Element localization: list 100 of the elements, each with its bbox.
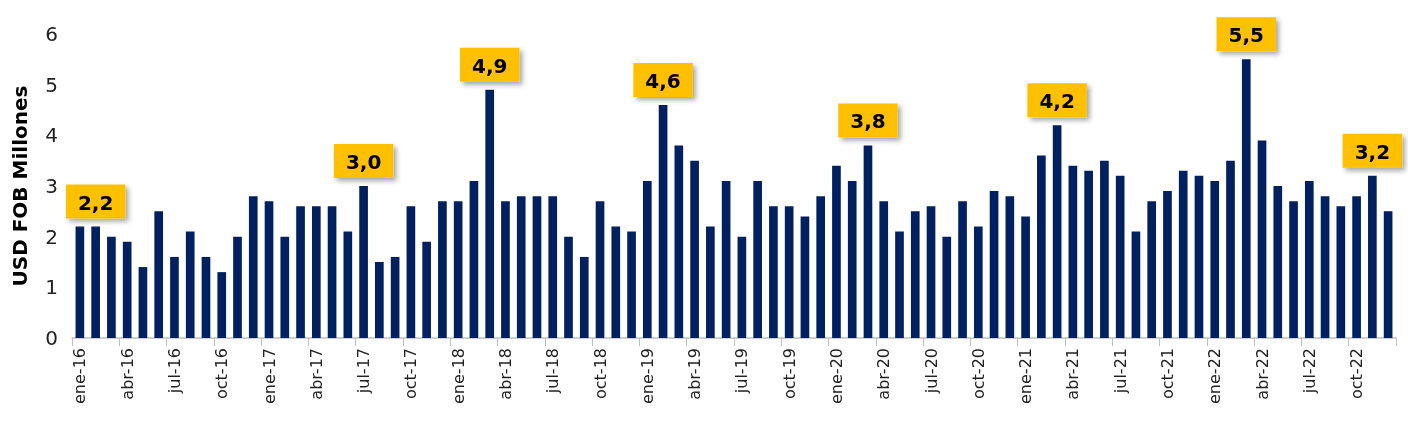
bar — [438, 201, 447, 338]
bar — [847, 180, 857, 338]
x-tick-label: jul-22 — [1299, 348, 1319, 395]
bar — [1068, 165, 1078, 338]
bar — [863, 145, 873, 338]
x-tick-label: oct-17 — [401, 348, 421, 399]
bar — [91, 226, 100, 338]
x-tick-label: abr-17 — [306, 348, 326, 400]
bar — [516, 196, 526, 338]
bar — [501, 201, 510, 338]
bar — [910, 211, 920, 338]
y-tick-label: 0 — [45, 326, 58, 350]
bar — [1115, 175, 1125, 338]
bar — [485, 89, 495, 338]
bar — [280, 236, 290, 338]
bar — [359, 186, 368, 338]
bar — [816, 196, 826, 338]
x-tick-label: ene-21 — [1016, 348, 1036, 404]
data-label: 4,9 — [471, 53, 508, 78]
bar — [973, 226, 983, 338]
bar — [595, 201, 605, 338]
x-tick-label: jul-18 — [543, 348, 563, 395]
bar — [264, 201, 274, 338]
bar — [1241, 59, 1251, 338]
bar — [958, 201, 967, 338]
x-tick-label: ene-16 — [70, 348, 90, 404]
y-tick-label: 1 — [45, 275, 58, 300]
x-tick-label: oct-16 — [212, 348, 232, 399]
bar — [611, 226, 621, 338]
bar — [311, 206, 321, 338]
x-tick-label: jul-20 — [921, 348, 941, 395]
bar — [753, 180, 762, 338]
bar — [1147, 201, 1157, 338]
bar — [170, 256, 179, 338]
bar — [674, 145, 684, 338]
bar — [926, 206, 936, 338]
data-label: 4,6 — [645, 68, 681, 93]
bar — [327, 206, 337, 338]
bar — [1178, 170, 1188, 338]
x-tick-label: oct-18 — [590, 348, 610, 399]
bar — [721, 180, 731, 338]
bar — [769, 206, 778, 338]
bar — [453, 201, 463, 338]
data-label: 3,2 — [1354, 139, 1391, 164]
bar — [989, 191, 999, 338]
bar — [1210, 180, 1220, 338]
x-tick-label: abr-21 — [1063, 348, 1083, 400]
bar — [1226, 160, 1235, 338]
bar — [296, 206, 305, 338]
bar — [627, 231, 636, 338]
x-tick-label: jul-17 — [354, 348, 374, 395]
bar — [75, 226, 85, 338]
x-tick-label: abr-19 — [685, 348, 705, 400]
bar — [642, 180, 652, 338]
bar — [422, 241, 431, 338]
bar — [233, 236, 242, 338]
data-label: 3,0 — [345, 150, 382, 174]
bar — [1052, 125, 1062, 338]
bar — [1320, 196, 1330, 338]
bar — [1100, 160, 1109, 338]
data-label: 2,2 — [77, 190, 114, 215]
x-tick-label: ene-20 — [826, 348, 846, 404]
bar — [1368, 175, 1377, 338]
bar — [1304, 180, 1314, 338]
bar — [1383, 211, 1393, 338]
bar — [406, 206, 416, 338]
bar — [832, 165, 841, 338]
bar — [122, 241, 132, 338]
bar — [1037, 155, 1046, 338]
bar — [1194, 175, 1204, 338]
bar — [1021, 216, 1030, 338]
x-tick-label: abr-22 — [1252, 348, 1272, 400]
bar — [1131, 231, 1141, 338]
x-tick-label: oct-22 — [1347, 348, 1367, 399]
y-tick-label: 4 — [45, 123, 58, 148]
data-label: 4,2 — [1039, 89, 1075, 114]
x-tick-label: abr-16 — [117, 348, 137, 400]
bar — [564, 236, 573, 338]
bar — [1163, 191, 1172, 338]
y-tick-label: 6 — [45, 22, 58, 46]
bar — [469, 180, 479, 338]
bar — [1336, 206, 1346, 338]
bar — [201, 256, 211, 338]
data-label: 3,8 — [850, 109, 886, 134]
bar — [1289, 201, 1298, 338]
y-axis-title: USD FOB Millones — [8, 85, 32, 287]
bar — [895, 231, 904, 338]
bar — [942, 236, 952, 338]
bar — [217, 272, 227, 338]
bar — [658, 104, 668, 338]
bar — [784, 206, 794, 338]
data-label: 5,5 — [1228, 23, 1264, 48]
x-tick-label: jul-16 — [164, 348, 184, 395]
bar — [390, 256, 400, 338]
x-tick-label: oct-20 — [968, 348, 988, 399]
bar — [1273, 186, 1283, 338]
bar — [1352, 196, 1361, 338]
bar — [375, 262, 384, 338]
bar — [879, 201, 889, 338]
x-tick-label: ene-17 — [259, 348, 279, 404]
